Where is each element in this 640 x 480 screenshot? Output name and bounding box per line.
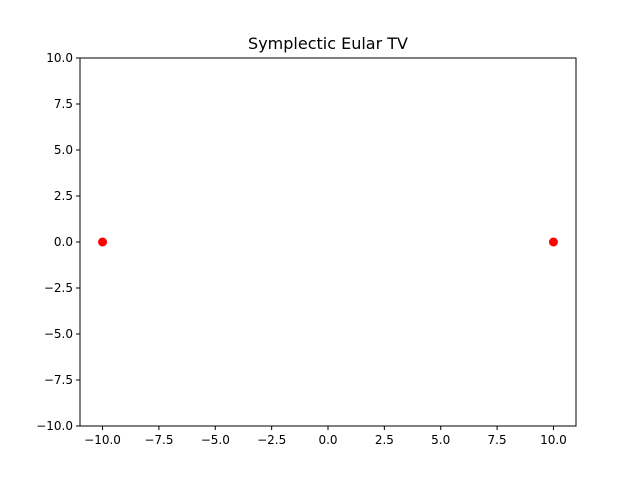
- plot-area: [79, 57, 577, 427]
- x-axis: −10.0 −7.5 −5.0 −2.5 0.0 2.5 5.0 7.5 10.0: [84, 426, 567, 447]
- y-tick-label: 2.5: [54, 189, 73, 203]
- y-tick-label: −10.0: [36, 419, 73, 433]
- x-tick-label: 10.0: [540, 433, 567, 447]
- x-tick-label: 7.5: [488, 433, 507, 447]
- y-tick-label: 10.0: [46, 51, 73, 65]
- y-tick-label: −2.5: [44, 281, 73, 295]
- y-tick-label: −7.5: [44, 373, 73, 387]
- y-tick-label: −5.0: [44, 327, 73, 341]
- x-tick-label: 2.5: [375, 433, 394, 447]
- y-tick-label: 5.0: [54, 143, 73, 157]
- y-tick-label: 0.0: [54, 235, 73, 249]
- x-tick-label: −7.5: [144, 433, 173, 447]
- data-point: [548, 237, 558, 247]
- x-tick-label: −2.5: [257, 433, 286, 447]
- x-tick-label: 0.0: [318, 433, 337, 447]
- data-points: [98, 237, 558, 247]
- y-axis: −10.0 −7.5 −5.0 −2.5 0.0 2.5 5.0 7.5 10.0: [36, 51, 80, 433]
- chart-title: Symplectic Eular TV: [248, 34, 408, 53]
- x-tick-label: −10.0: [84, 433, 121, 447]
- y-tick-label: 7.5: [54, 97, 73, 111]
- x-tick-label: 5.0: [431, 433, 450, 447]
- data-point: [98, 237, 108, 247]
- x-tick-label: −5.0: [201, 433, 230, 447]
